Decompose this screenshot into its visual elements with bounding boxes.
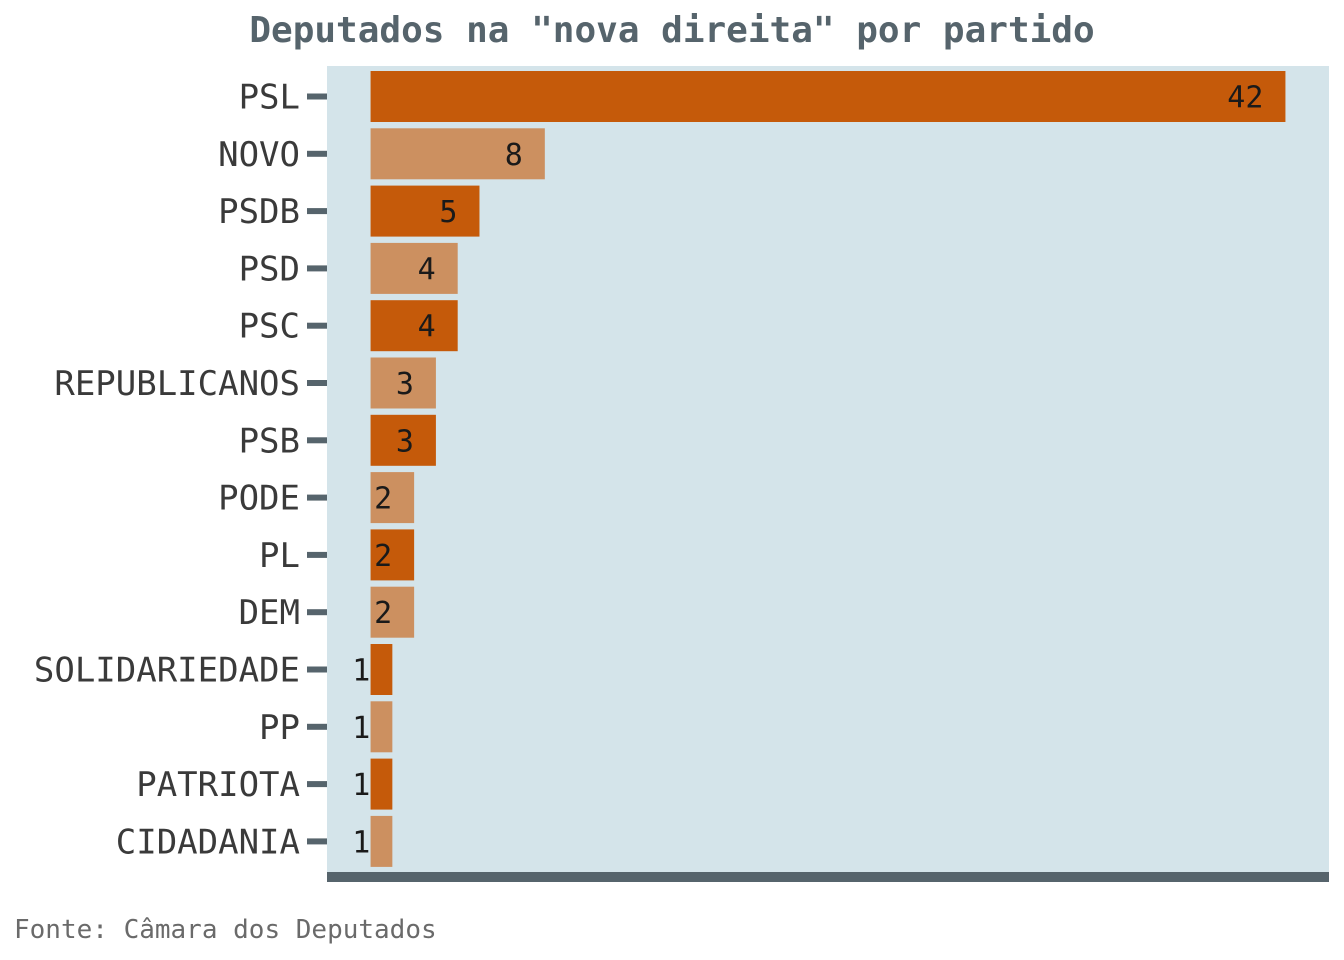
x-axis-line bbox=[327, 872, 1329, 882]
value-label-pl: 2 bbox=[374, 539, 392, 574]
y-tick-mark bbox=[307, 150, 327, 157]
y-tick-mark bbox=[307, 93, 327, 100]
source-note: Fonte: Câmara dos Deputados bbox=[14, 915, 437, 945]
bar-psb bbox=[370, 414, 436, 466]
y-tick-mark bbox=[307, 781, 327, 788]
bars bbox=[370, 71, 1286, 867]
y-tick-label-cidadania: CIDADANIA bbox=[116, 822, 300, 862]
value-label-patriota: 1 bbox=[352, 768, 370, 803]
plot-panel bbox=[327, 66, 1329, 878]
y-tick-label-novo: NOVO bbox=[218, 135, 300, 175]
value-label-pp: 1 bbox=[352, 711, 370, 746]
value-label-solidariedade: 1 bbox=[352, 654, 370, 689]
y-tick-label-psdb: PSDB bbox=[218, 192, 300, 232]
bar-pl bbox=[370, 529, 415, 581]
value-label-psc: 4 bbox=[418, 310, 436, 345]
y-tick-mark bbox=[307, 551, 327, 558]
value-label-psl: 42 bbox=[1227, 81, 1263, 116]
y-tick-mark bbox=[307, 723, 327, 730]
y-tick-mark bbox=[307, 265, 327, 272]
bar-novo bbox=[370, 128, 545, 180]
y-tick-label-solidariedade: SOLIDARIEDADE bbox=[34, 651, 300, 691]
y-tick-label-pp: PP bbox=[259, 708, 300, 748]
value-label-novo: 8 bbox=[505, 138, 523, 173]
bar-pp bbox=[370, 701, 393, 753]
bar-patriota bbox=[370, 758, 393, 810]
value-label-psb: 3 bbox=[396, 424, 414, 459]
value-label-psd: 4 bbox=[418, 252, 436, 287]
y-tick-label-psd: PSD bbox=[239, 249, 300, 289]
y-tick-mark bbox=[307, 380, 327, 386]
y-tick-label-psl: PSL bbox=[239, 78, 300, 118]
y-tick-label-psc: PSC bbox=[239, 307, 300, 347]
value-label-dem: 2 bbox=[374, 596, 392, 631]
value-label-psdb: 5 bbox=[439, 195, 457, 230]
value-label-republicanos: 3 bbox=[396, 367, 414, 402]
bar-psl bbox=[370, 71, 1286, 122]
y-axis-ticks: PSL NOVO PSDB PSD PSC REPUBLICANOS PSB PODE PL DE… bbox=[34, 78, 327, 862]
y-tick-mark bbox=[307, 494, 327, 501]
y-tick-label-psb: PSB bbox=[239, 421, 300, 461]
bar-psd bbox=[370, 242, 458, 294]
bar-republicanos bbox=[370, 357, 436, 409]
bar-psdb bbox=[370, 185, 480, 237]
bar-dem bbox=[370, 586, 415, 638]
y-tick-label-dem: DEM bbox=[239, 593, 300, 633]
y-tick-mark bbox=[307, 208, 327, 215]
y-tick-mark bbox=[307, 322, 327, 329]
chart-title: Deputados na "nova direita" por partido bbox=[249, 10, 1094, 51]
y-tick-label-pl: PL bbox=[259, 536, 300, 576]
bar-cidadania bbox=[370, 815, 393, 867]
y-tick-mark bbox=[307, 609, 327, 616]
bar-pode bbox=[370, 472, 415, 524]
bar-psc bbox=[370, 300, 458, 352]
bar-solidariedade bbox=[370, 644, 393, 695]
y-tick-mark bbox=[307, 666, 327, 673]
y-tick-label-pode: PODE bbox=[218, 479, 300, 519]
y-tick-mark bbox=[307, 437, 327, 444]
y-tick-label-republicanos: REPUBLICANOS bbox=[54, 364, 300, 404]
y-tick-mark bbox=[307, 838, 327, 845]
y-tick-label-patriota: PATRIOTA bbox=[136, 765, 300, 805]
value-label-pode: 2 bbox=[374, 482, 392, 517]
value-label-cidadania: 1 bbox=[352, 825, 370, 860]
